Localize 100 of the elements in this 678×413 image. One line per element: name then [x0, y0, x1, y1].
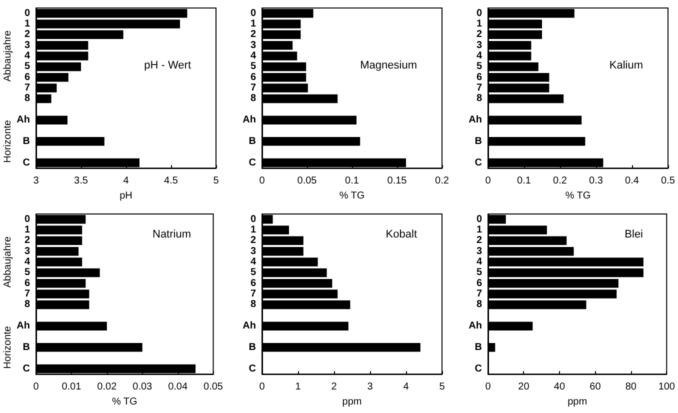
y-tick-label: 1 [250, 18, 256, 30]
y-tick-label: 0 [250, 8, 256, 19]
y-tick-label: Ah [242, 320, 256, 332]
y-tick-label: B [474, 136, 482, 147]
y-tick-label: 1 [250, 224, 256, 236]
x-tick-label: 0.3 [589, 176, 604, 187]
y-tick-label: 5 [24, 267, 30, 278]
y-tick-label: 3 [24, 40, 30, 51]
x-tick-label: 0.01 [62, 382, 82, 393]
y-tick-label: B [22, 136, 30, 147]
y-tick-label: 3 [24, 246, 30, 257]
y-tick-label: C [22, 363, 30, 374]
y-tick-label: 0 [250, 214, 256, 225]
y-tick-label: 2 [476, 29, 482, 40]
x-tick-label: 0.5 [661, 176, 676, 187]
x-tick-label: 4 [123, 176, 130, 187]
y-tick-label: 6 [24, 278, 30, 289]
text: Kalium [609, 60, 643, 72]
text: Magnesium [360, 60, 417, 72]
x-tick-label: 0.2 [435, 176, 450, 187]
x-tick-label: 0.15 [387, 176, 408, 187]
x-axis-title: ppm [568, 396, 588, 408]
x-tick-label: 2 [331, 382, 338, 393]
x-tick-label: 0.05 [204, 382, 224, 393]
x-tick-label: 0.02 [97, 382, 118, 393]
x-tick-label: 20 [518, 382, 530, 393]
y-tick-label: C [474, 363, 482, 374]
y-tick-label: 0 [476, 214, 482, 225]
x-tick-label: 5 [213, 176, 220, 187]
y-tick-label: 7 [476, 82, 482, 94]
y-tick-label: 8 [476, 93, 482, 104]
y-tick-label: 4 [24, 256, 30, 268]
y-tick-label: 5 [250, 267, 256, 278]
y-tick-label: Ah [468, 320, 482, 332]
x-tick-label: 0.05 [297, 176, 318, 187]
y-tick-label: 7 [24, 82, 30, 94]
x-tick-label: 0 [485, 176, 492, 187]
x-tick-label: 4.5 [164, 176, 178, 187]
x-tick-label: 80 [625, 382, 637, 393]
x-tick-label: 0 [33, 382, 40, 393]
x-tick-label: 3 [367, 382, 374, 393]
x-tick-label: 60 [590, 382, 602, 393]
y-tick-label: 1 [476, 224, 482, 236]
y-tick-label: 8 [250, 299, 256, 310]
x-tick-label: 0 [259, 176, 266, 187]
x-tick-label: 0.4 [625, 176, 640, 187]
y-tick-label: 2 [250, 235, 256, 246]
x-tick-label: 3 [33, 176, 40, 187]
x-tick-label: 4 [403, 382, 410, 393]
y-tick-label: 8 [250, 93, 256, 104]
text: Horizonte [2, 120, 14, 163]
x-tick-label: 0.2 [553, 176, 568, 187]
y-tick-label: 0 [24, 8, 30, 19]
x-tick-label: 40 [554, 382, 566, 393]
y-tick-label: 1 [476, 18, 482, 30]
y-tick-label: 0 [24, 214, 30, 225]
y-tick-label: 2 [24, 29, 30, 40]
y-tick-label: 8 [24, 93, 30, 104]
y-tick-label: 8 [24, 299, 30, 310]
y-tick-label: B [248, 136, 256, 147]
x-axis-title: % TG [112, 396, 138, 408]
y-tick-label: 5 [476, 267, 482, 278]
y-tick-label: 3 [476, 40, 482, 51]
y-tick-label: Ah [242, 114, 256, 126]
y-tick-label: 3 [476, 246, 482, 257]
x-axis-title: % TG [339, 190, 365, 202]
x-tick-label: 5 [439, 382, 446, 393]
y-tick-label: 4 [24, 50, 30, 62]
y-tick-label: 7 [476, 288, 482, 300]
x-tick-label: 3.5 [74, 176, 88, 187]
y-tick-label: 6 [250, 278, 256, 289]
x-tick-label: 0.1 [345, 176, 360, 187]
y-tick-label: 7 [250, 288, 256, 300]
y-tick-label: 1 [24, 18, 30, 30]
y-tick-label: C [22, 157, 30, 168]
y-tick-label: 0 [476, 8, 482, 19]
y-tick-label: 2 [476, 235, 482, 246]
y-tick-label: Ah [16, 114, 30, 126]
x-axis-title: pH [120, 190, 132, 202]
x-tick-label: 0 [259, 382, 266, 393]
y-tick-label: 3 [250, 246, 256, 257]
y-tick-label: 5 [476, 61, 482, 72]
x-axis-title: ppm [342, 396, 362, 408]
y-tick-label: 7 [250, 82, 256, 94]
y-tick-label: 2 [250, 29, 256, 40]
y-tick-label: B [474, 342, 482, 353]
y-tick-label: B [248, 342, 256, 353]
x-tick-label: 0.1 [517, 176, 532, 187]
y-tick-label: 4 [476, 50, 482, 62]
y-tick-label: 8 [476, 299, 482, 310]
text: Blei [624, 228, 643, 240]
y-axis-title: Abbaujahre [2, 30, 14, 82]
y-tick-label: 6 [476, 72, 482, 83]
x-tick-label: 0.04 [168, 382, 188, 393]
text: Natrium [152, 228, 192, 240]
y-tick-label: Ah [16, 320, 30, 332]
y-tick-label: 5 [24, 61, 30, 72]
x-tick-label: 0.03 [132, 382, 153, 393]
x-tick-label: 100 [658, 382, 676, 393]
y-tick-label: Ah [468, 114, 482, 126]
